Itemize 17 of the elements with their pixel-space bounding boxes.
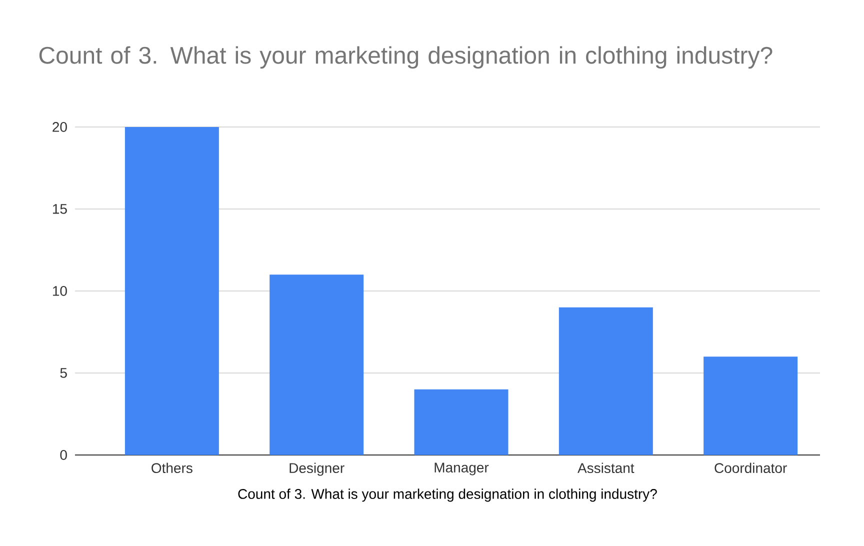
x-tick-label: Designer bbox=[290, 462, 344, 476]
x-tick-label: Assistant bbox=[578, 462, 634, 474]
chart-title: Count of 3. What is your marketing designation in clothing industry? bbox=[39, 46, 772, 69]
bar bbox=[558, 307, 653, 455]
x-tick-label: Others bbox=[152, 462, 192, 474]
y-tick-label: 15 bbox=[52, 204, 67, 214]
bar bbox=[124, 126, 219, 455]
x-tick-label: Coordinator bbox=[714, 462, 787, 474]
bar bbox=[704, 356, 798, 455]
x-axis-title: Count of 3. What is your marketing designation in clothing industry? bbox=[238, 488, 657, 502]
bar bbox=[414, 389, 508, 455]
x-tick-label: Manager bbox=[434, 462, 489, 476]
y-tick-label: 20 bbox=[52, 122, 67, 132]
y-tick-label: 5 bbox=[60, 368, 67, 378]
y-tick-label: 10 bbox=[52, 286, 67, 296]
bar bbox=[270, 274, 364, 455]
y-tick-label: 0 bbox=[60, 450, 67, 460]
